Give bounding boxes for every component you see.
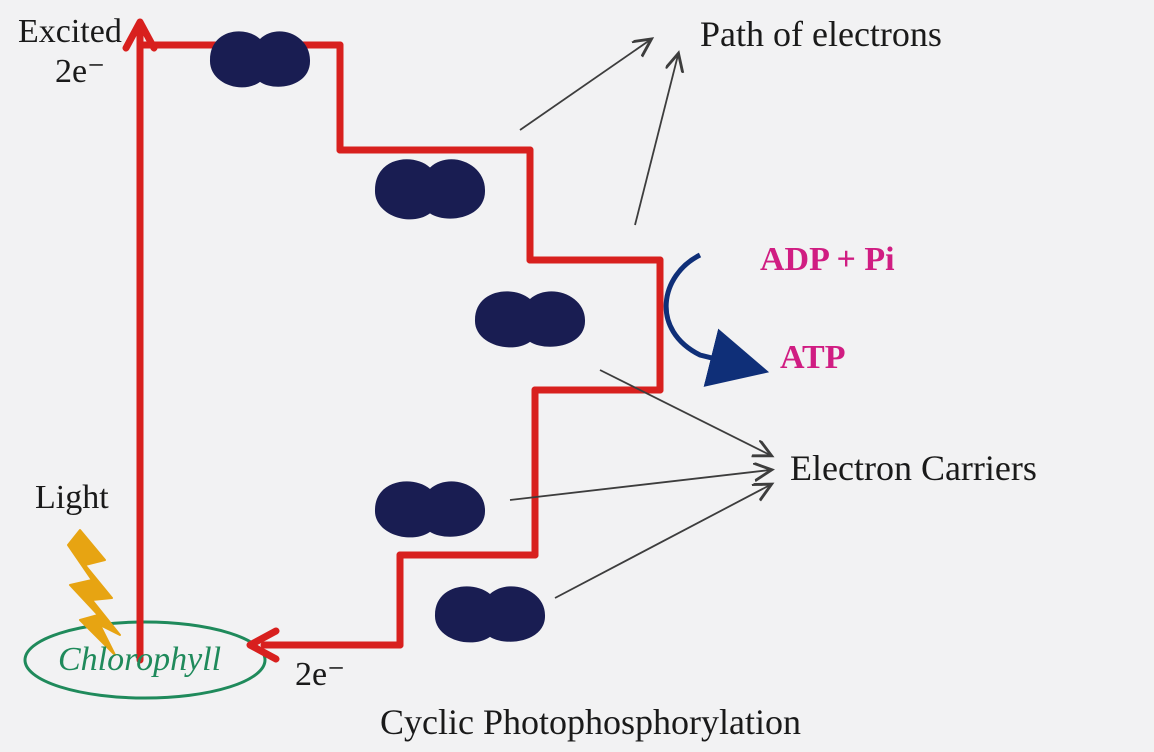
electron-path (126, 22, 660, 660)
carrier-blob (375, 159, 485, 219)
label-adp-pi: ADP + Pi (760, 240, 895, 279)
label-chlorophyll: Chlorophyll (58, 640, 221, 679)
label-two-electrons-bottom: 2e⁻ (295, 655, 345, 694)
carrier-blob (210, 31, 310, 87)
carrier-blob (375, 481, 485, 537)
label-atp: ATP (780, 338, 845, 377)
atp-synthesis-arrow (666, 255, 740, 365)
diagram-title: Cyclic Photophosphorylation (380, 702, 801, 743)
light-bolt-icon (68, 530, 120, 655)
label-excited: Excited (18, 12, 122, 51)
label-light: Light (35, 478, 109, 517)
carrier-blob (475, 291, 585, 347)
label-electron-carriers: Electron Carriers (790, 448, 1037, 489)
diagram-stage: Excited 2e⁻ Path of electrons ADP + Pi A… (0, 0, 1154, 752)
label-two-electrons-top: 2e⁻ (55, 52, 105, 91)
carrier-blob (435, 586, 545, 642)
label-path-of-electrons: Path of electrons (700, 14, 942, 55)
